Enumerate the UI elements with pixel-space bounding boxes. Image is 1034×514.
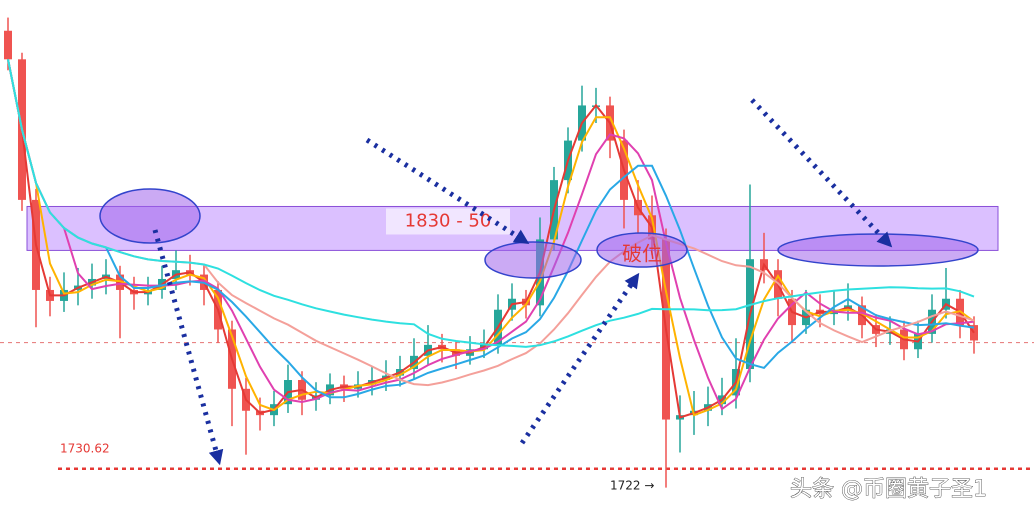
moving-average: [7, 59, 975, 348]
trend-arrow: [365, 137, 530, 245]
zone-label-bg: [386, 208, 510, 235]
trend-arrow: [519, 272, 640, 445]
watermark: 头条 @币圈黄子圣1: [790, 477, 987, 502]
trend-arrow: [152, 229, 224, 466]
highlight-ellipse: [484, 241, 582, 279]
highlight-ellipse: [777, 233, 979, 267]
candle-body: [4, 30, 12, 60]
support-label: 1730.62: [60, 442, 110, 456]
break-label: 破位: [622, 242, 662, 266]
trend-arrow: [750, 98, 893, 248]
zone-label: 1830 - 50: [405, 210, 492, 231]
low-label: 1722 →: [610, 479, 654, 493]
highlight-ellipse: [99, 188, 201, 244]
highlight-ellipse: [596, 232, 688, 268]
